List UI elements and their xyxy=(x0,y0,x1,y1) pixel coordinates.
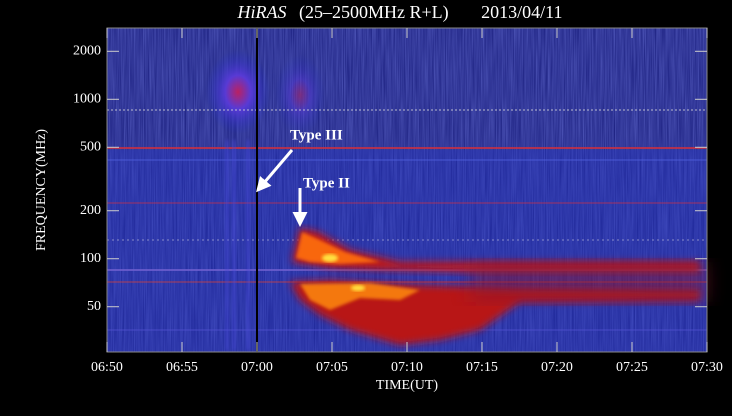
streak xyxy=(225,140,229,350)
burst-upper xyxy=(292,228,700,272)
y-tick-label: 1000 xyxy=(73,92,101,107)
annotation: Type III xyxy=(290,127,343,143)
blob xyxy=(206,50,270,134)
y-tick-label: 100 xyxy=(80,251,101,266)
title-name: HiRAS xyxy=(237,2,287,22)
x-tick-label: 07:10 xyxy=(391,360,423,375)
burst xyxy=(290,228,707,345)
burst-hot xyxy=(322,254,338,262)
x-tick-label: 07:15 xyxy=(466,360,498,375)
title-band: (25–2500MHz R+L) xyxy=(299,2,449,23)
streak xyxy=(246,140,250,350)
annotation-arrow xyxy=(256,149,294,193)
burst-upper-core xyxy=(296,232,380,264)
x-tick-label: 07:25 xyxy=(616,360,648,375)
y-axis-label: FREQUENCY(MHz) xyxy=(34,129,49,251)
y-tick-label: 50 xyxy=(87,299,101,314)
blob xyxy=(275,55,325,135)
y-tick-label: 2000 xyxy=(73,44,101,59)
x-tick-label: 06:55 xyxy=(166,360,198,375)
x-tick-label: 07:00 xyxy=(241,360,273,375)
burst-tail xyxy=(470,262,707,302)
plot-area xyxy=(106,27,708,353)
burst-lower-core xyxy=(300,283,420,310)
streak xyxy=(232,140,236,350)
x-axis-label: TIME(UT) xyxy=(376,378,439,393)
burst-hot xyxy=(351,285,365,291)
x-tick-label: 07:20 xyxy=(541,360,573,375)
title-date: 2013/04/11 xyxy=(481,2,562,22)
y-tick-label: 500 xyxy=(80,140,101,155)
y-tick-label: 200 xyxy=(80,203,101,218)
annotation: Type II xyxy=(303,175,350,191)
chart-title: HiRAS (25–2500MHz R+L) 2013/04/11 xyxy=(237,2,563,23)
x-tick-label: 07:30 xyxy=(691,360,723,375)
x-tick-label: 06:50 xyxy=(91,360,123,375)
x-tick-label: 07:05 xyxy=(316,360,348,375)
